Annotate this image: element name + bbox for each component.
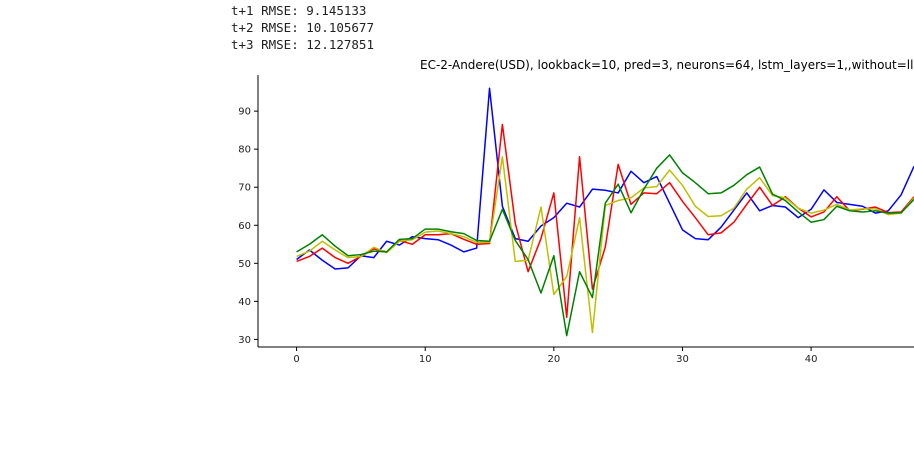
y-tick-label: 60 (238, 221, 251, 232)
rmse-t3: t+3 RMSE: 12.127851 (231, 37, 374, 52)
series-line-1 (296, 87, 914, 270)
y-tick-label: 90 (238, 107, 251, 118)
series-line-4 (296, 154, 914, 337)
x-tick-label: 10 (419, 354, 432, 365)
y-tick-label: 40 (238, 297, 251, 308)
y-tick-label: 70 (238, 183, 251, 194)
series-line-2 (296, 123, 914, 319)
chart-title: EC-2-Andere(USD), lookback=10, pred=3, n… (420, 58, 913, 72)
x-tick-label: 0 (293, 354, 299, 365)
rmse-t1: t+1 RMSE: 9.145133 (231, 3, 367, 18)
y-tick-label: 80 (238, 145, 251, 156)
x-tick-label: 30 (676, 354, 689, 365)
y-tick-label: 50 (238, 259, 251, 270)
x-tick-label: 40 (805, 354, 818, 365)
x-tick-label: 20 (547, 354, 560, 365)
y-tick-label: 30 (238, 335, 251, 346)
plot-area: 0 10 20 30 40 30 40 50 60 70 80 90 (238, 75, 914, 365)
rmse-t2: t+2 RMSE: 10.105677 (231, 20, 374, 35)
